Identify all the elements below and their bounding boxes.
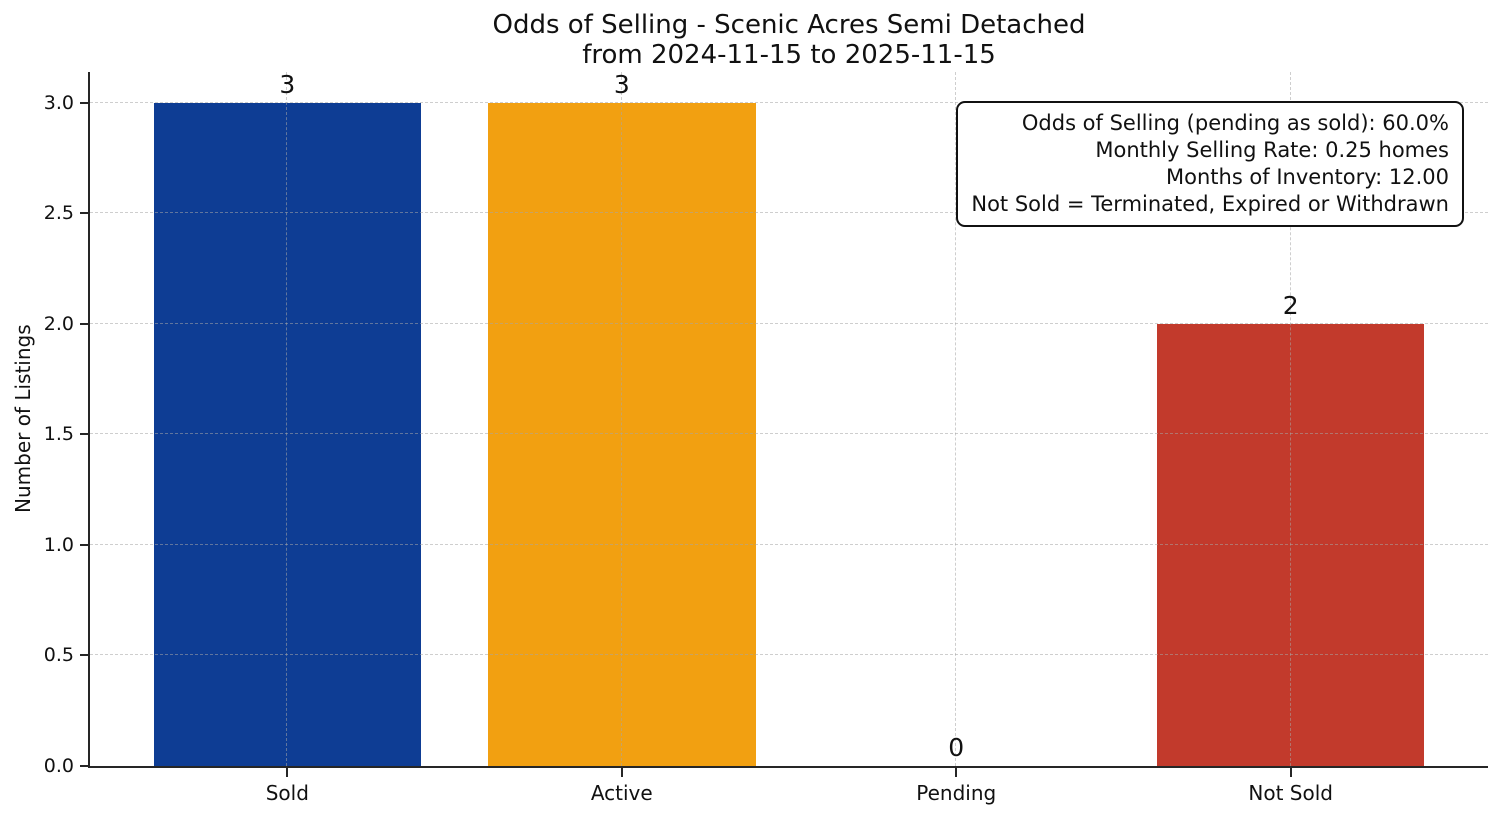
gridline-horizontal	[90, 322, 1488, 324]
gridline-vertical	[286, 72, 288, 766]
x-tick-mark	[955, 768, 958, 777]
gridline-vertical	[955, 72, 957, 766]
gridline-horizontal	[90, 654, 1488, 656]
annotation-line-months-inventory: Months of Inventory: 12.00	[1166, 165, 1449, 189]
x-axis-line	[88, 766, 1488, 768]
annotation-line-monthly-rate: Monthly Selling Rate: 0.25 homes	[1095, 138, 1449, 162]
y-tick-label: 0.5	[43, 644, 74, 667]
y-tick-label: 0.0	[43, 755, 74, 777]
y-tick-mark	[80, 654, 89, 657]
chart-title-line1: Odds of Selling - Scenic Acres Semi Deta…	[492, 10, 1086, 40]
y-tick-label: 1.0	[43, 533, 74, 556]
gridline-vertical	[1289, 72, 1291, 766]
y-tick-mark	[80, 433, 89, 436]
annotation-box: Odds of Selling (pending as sold): 60.0%…	[956, 101, 1464, 227]
y-tick-label: 2.5	[43, 202, 74, 225]
x-tick-mark	[1289, 768, 1292, 777]
gridline-horizontal	[90, 212, 1488, 214]
y-tick-label: 3.0	[43, 91, 74, 114]
gridline-horizontal	[90, 433, 1488, 435]
x-tick-label: Sold	[265, 781, 309, 805]
y-tick-label: 2.0	[43, 312, 74, 335]
bar-value-label: 0	[948, 733, 965, 762]
y-tick-label: 1.5	[43, 423, 74, 446]
y-tick-mark	[80, 101, 89, 104]
bar-value-label: 3	[613, 69, 630, 99]
annotation-line-not-sold-note: Not Sold = Terminated, Expired or Withdr…	[971, 192, 1449, 216]
bar-value-label: 2	[1282, 290, 1299, 320]
annotation-line-odds: Odds of Selling (pending as sold): 60.0%	[1021, 111, 1449, 135]
y-axis-line	[88, 72, 90, 768]
x-tick-label: Active	[590, 781, 653, 805]
y-axis-label: Number of Listings	[11, 324, 35, 514]
x-tick-label: Pending	[916, 781, 997, 805]
x-tick-mark	[620, 768, 623, 777]
gridline-vertical	[620, 72, 622, 766]
gridline-horizontal	[90, 101, 1488, 103]
chart-title-line2: from 2024-11-15 to 2025-11-15	[582, 40, 996, 70]
y-tick-mark	[80, 322, 89, 325]
y-tick-mark	[80, 765, 89, 767]
gridline-horizontal	[90, 543, 1488, 545]
x-tick-mark	[286, 768, 289, 777]
y-tick-mark	[80, 543, 89, 546]
y-tick-mark	[80, 212, 89, 215]
chart-title: Odds of Selling - Scenic Acres Semi Deta…	[90, 10, 1488, 70]
bar-value-label: 3	[279, 69, 296, 99]
x-tick-label: Not Sold	[1248, 781, 1333, 805]
